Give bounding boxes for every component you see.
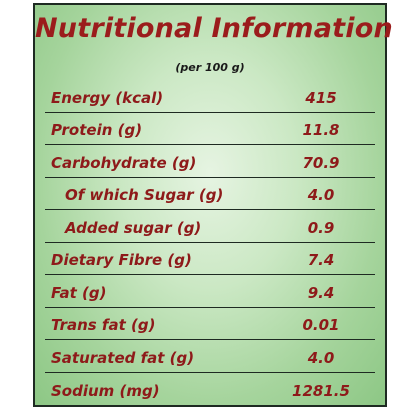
nutrient-value: 70.9 — [302, 153, 340, 172]
nutrient-value: 0.01 — [302, 316, 340, 334]
nutrient-label: Trans fat (g) — [51, 316, 156, 334]
panel-title: Nutritional Information — [35, 13, 393, 44]
nutrition-row-energy: Energy (kcal) 415 — [45, 80, 375, 113]
nutrient-value: 4.0 — [307, 186, 335, 204]
nutrient-label: Added sugar (g) — [65, 218, 202, 237]
nutrient-value: 4.0 — [307, 348, 335, 367]
nutrition-panel: Nutritional Information (per 100 g) Ener… — [33, 3, 393, 407]
nutrition-table: Energy (kcal) 415 Protein (g) 11.8 Carbo… — [45, 80, 375, 405]
nutrient-label: Of which Sugar (g) — [65, 186, 224, 204]
nutrition-row-added-sugar: Added sugar (g) 0.9 — [45, 210, 375, 243]
nutrient-value: 7.4 — [307, 251, 335, 269]
nutrition-row-carbohydrate: Carbohydrate (g) 70.9 — [45, 145, 375, 178]
nutrient-label: Fat (g) — [51, 283, 107, 302]
nutrition-row-protein: Protein (g) 11.8 — [45, 113, 375, 145]
nutrient-label: Carbohydrate (g) — [51, 153, 197, 172]
nutrition-row-fat: Fat (g) 9.4 — [45, 275, 375, 308]
nutrient-value: 1281.5 — [292, 382, 350, 400]
nutrient-value: 11.8 — [302, 121, 340, 139]
nutrition-row-saturated-fat: Saturated fat (g) 4.0 — [45, 340, 375, 373]
nutrition-row-sugar: Of which Sugar (g) 4.0 — [45, 178, 375, 210]
nutrition-row-sodium: Sodium (mg) 1281.5 — [45, 373, 375, 406]
nutrient-label: Dietary Fibre (g) — [51, 251, 192, 269]
panel-subtitle: (per 100 g) — [175, 61, 245, 74]
nutrient-value: 415 — [305, 88, 337, 107]
nutrient-label: Energy (kcal) — [51, 88, 164, 107]
nutrient-label: Saturated fat (g) — [51, 348, 195, 367]
nutrient-value: 0.9 — [307, 218, 335, 237]
nutrition-row-dietary-fibre: Dietary Fibre (g) 7.4 — [45, 243, 375, 275]
nutrient-value: 9.4 — [307, 283, 335, 302]
nutrient-label: Protein (g) — [51, 121, 143, 139]
nutrition-row-trans-fat: Trans fat (g) 0.01 — [45, 308, 375, 340]
nutrient-label: Sodium (mg) — [51, 382, 160, 400]
